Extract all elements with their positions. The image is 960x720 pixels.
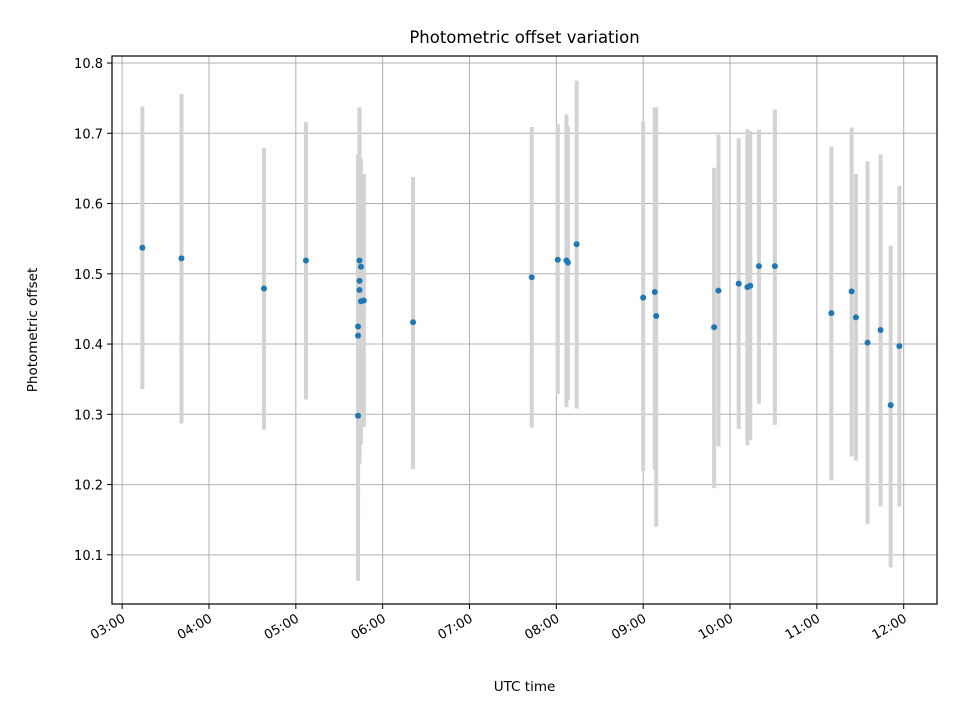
data-point [357,263,364,270]
data-point [573,241,580,248]
data-point [356,257,363,264]
data-point [302,257,309,264]
data-point [178,255,185,262]
data-point [852,314,859,321]
x-axis-label: UTC time [494,679,556,695]
data-point [864,339,871,346]
data-point [877,327,884,333]
data-point [771,263,778,270]
data-point [848,288,855,295]
data-point [715,287,722,294]
chart-title: Photometric offset variation [409,28,639,47]
y-axis: 10.1 10.2 10.3 10.4 10.5 10.6 10.7 10.8 [74,57,112,564]
data-point [828,310,835,317]
y-tick-label: 10.5 [74,268,103,283]
data-point [564,259,571,266]
y-tick-label: 10.8 [74,57,103,72]
data-point [896,343,903,350]
data-point [554,256,561,263]
data-point [360,297,367,304]
y-tick-label: 10.1 [74,549,103,564]
y-tick-label: 10.6 [74,198,103,213]
data-point [260,285,267,292]
data-point [356,277,363,284]
data-point [640,294,647,301]
data-point [653,312,660,319]
y-axis-label: Photometric offset [25,268,41,392]
data-point [651,289,658,296]
data-point [528,274,535,281]
plot-frame [111,55,938,605]
y-tick-label: 10.2 [74,479,103,494]
data-point [735,280,742,287]
data-points [139,241,903,419]
data-point [887,402,894,409]
data-point [355,332,362,339]
y-tick-label: 10.4 [74,338,103,353]
data-point [755,263,762,270]
data-point [410,319,417,326]
y-tick-label: 10.3 [74,408,103,423]
data-point [139,244,146,251]
y-tick-label: 10.7 [74,127,103,142]
data-point [355,323,362,330]
data-point [747,282,754,289]
data-point [356,286,363,293]
data-point [355,412,362,419]
data-point [711,324,718,331]
grid [112,56,937,604]
